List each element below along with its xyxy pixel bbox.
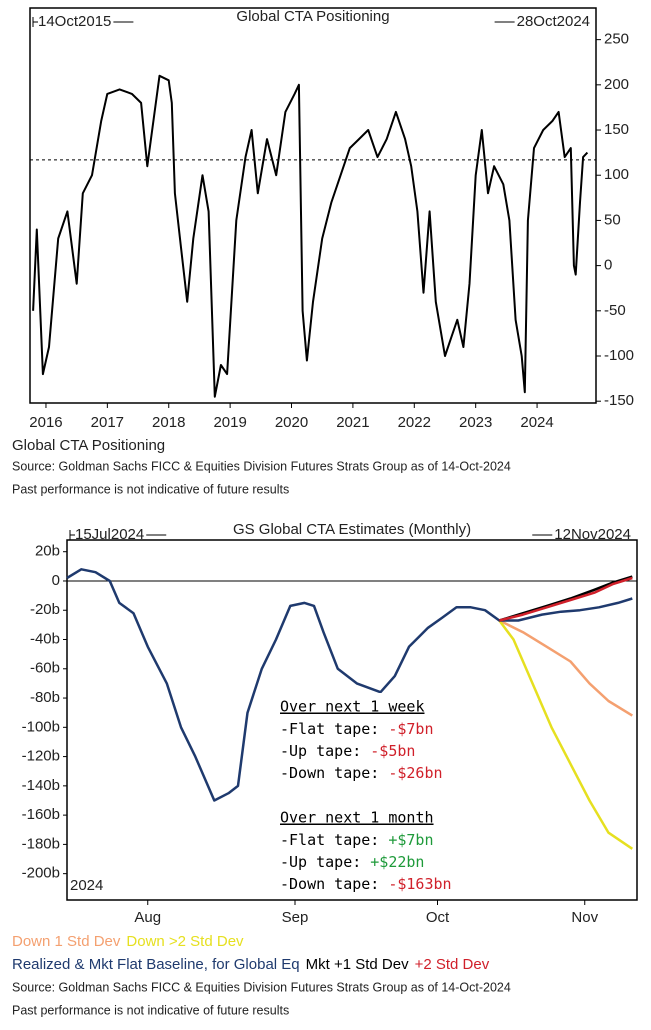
y-tick-label: -160b <box>22 806 60 823</box>
annotation-value: -$163bn <box>388 875 451 893</box>
annotation-heading: Over next 1 month <box>280 809 434 827</box>
y-tick-label: 250 <box>604 31 629 48</box>
plot-frame <box>66 539 638 901</box>
annotation-line: -Down tape: -$26bn <box>280 764 443 782</box>
series-line <box>66 568 633 802</box>
series-line <box>498 619 633 717</box>
x-tick-label: 2018 <box>152 414 185 431</box>
x-tick-label: 2017 <box>91 414 124 431</box>
annotation-line: -Up tape: -$5bn <box>280 742 415 760</box>
source-text: Source: Goldman Sachs FICC & Equities Di… <box>12 980 511 994</box>
x-tick-label: Oct <box>426 909 450 926</box>
x-tick-label: 2021 <box>336 414 369 431</box>
annotation-label: -Down tape: <box>280 875 379 893</box>
end-label: 28Oct2024 <box>517 13 590 30</box>
annotation-label: -Flat tape: <box>280 720 379 738</box>
y-tick-label: 0 <box>604 257 612 274</box>
series-line <box>498 576 633 622</box>
y-tick-label: 200 <box>604 76 629 93</box>
x-tick-label: 2023 <box>459 414 492 431</box>
annotation-line: -Up tape: +$22bn <box>280 853 424 871</box>
y-tick-label: -140b <box>22 777 60 794</box>
annotation-label: -Up tape: <box>280 742 361 760</box>
annotation-value: +$7bn <box>388 831 433 849</box>
y-tick-label: 20b <box>35 543 60 560</box>
note-text: Past performance is not indicative of fu… <box>12 482 289 496</box>
annotation-box <box>276 693 502 895</box>
legend-entry: Down 1 Std Dev <box>12 933 121 950</box>
annotation-value: -$5bn <box>370 742 415 760</box>
chart-title: GS Global CTA Estimates (Monthly) <box>233 521 471 538</box>
annotation-value: +$22bn <box>370 853 424 871</box>
note-text: Past performance is not indicative of fu… <box>12 1003 289 1017</box>
series-line <box>32 74 589 398</box>
y-tick-label: 150 <box>604 121 629 138</box>
x-tick-label: 2024 <box>520 414 553 431</box>
x-tick-label: 2020 <box>275 414 308 431</box>
legend-entry: Down >2 Std Dev <box>126 933 244 950</box>
start-label: 15Jul2024 <box>75 526 144 543</box>
annotation-value: -$7bn <box>388 720 433 738</box>
y-tick-label: 50 <box>604 211 621 228</box>
y-tick-label: -180b <box>22 835 60 852</box>
y-tick-label: -200b <box>22 865 60 882</box>
y-tick-label: -60b <box>30 660 60 677</box>
legend-entry: +2 Std Dev <box>415 956 490 973</box>
year-label: 2024 <box>70 877 103 894</box>
y-tick-label: -150 <box>604 392 634 409</box>
annotation-label: -Flat tape: <box>280 831 379 849</box>
series-line <box>498 619 634 850</box>
annotation-line: -Flat tape: -$7bn <box>280 720 434 738</box>
y-tick-label: -80b <box>30 689 60 706</box>
y-tick-label: -50 <box>604 302 626 319</box>
x-tick-label: Sep <box>282 909 309 926</box>
y-tick-label: 0 <box>52 572 60 589</box>
start-label: 14Oct2015 <box>38 13 111 30</box>
x-tick-label: Nov <box>571 909 598 926</box>
x-tick-label: 2016 <box>29 414 62 431</box>
annotation-label: -Up tape: <box>280 853 361 871</box>
legend-entry: Realized & Mkt Flat Baseline, for Global… <box>12 956 300 973</box>
annotation-heading: Over next 1 week <box>280 698 425 716</box>
caption-text: Global CTA Positioning <box>12 437 165 454</box>
y-tick-label: 100 <box>604 166 629 183</box>
end-label: 12Nov2024 <box>554 526 631 543</box>
series-line <box>498 575 633 622</box>
y-tick-label: -40b <box>30 630 60 647</box>
annotation-line: -Down tape: -$163bn <box>280 875 452 893</box>
y-tick-label: -100b <box>22 718 60 735</box>
x-tick-label: Aug <box>134 909 161 926</box>
plot-frame <box>29 7 597 404</box>
y-tick-label: -20b <box>30 601 60 618</box>
annotation-value: -$26bn <box>388 764 442 782</box>
legend-entry: Mkt +1 Std Dev <box>306 956 409 973</box>
x-tick-label: 2019 <box>213 414 246 431</box>
y-tick-label: -120b <box>22 748 60 765</box>
annotation-label: -Down tape: <box>280 764 379 782</box>
chart-title: Global CTA Positioning <box>236 8 389 25</box>
y-tick-label: -100 <box>604 347 634 364</box>
annotation-line: -Flat tape: +$7bn <box>280 831 434 849</box>
source-text: Source: Goldman Sachs FICC & Equities Di… <box>12 459 511 473</box>
x-tick-label: 2022 <box>398 414 431 431</box>
